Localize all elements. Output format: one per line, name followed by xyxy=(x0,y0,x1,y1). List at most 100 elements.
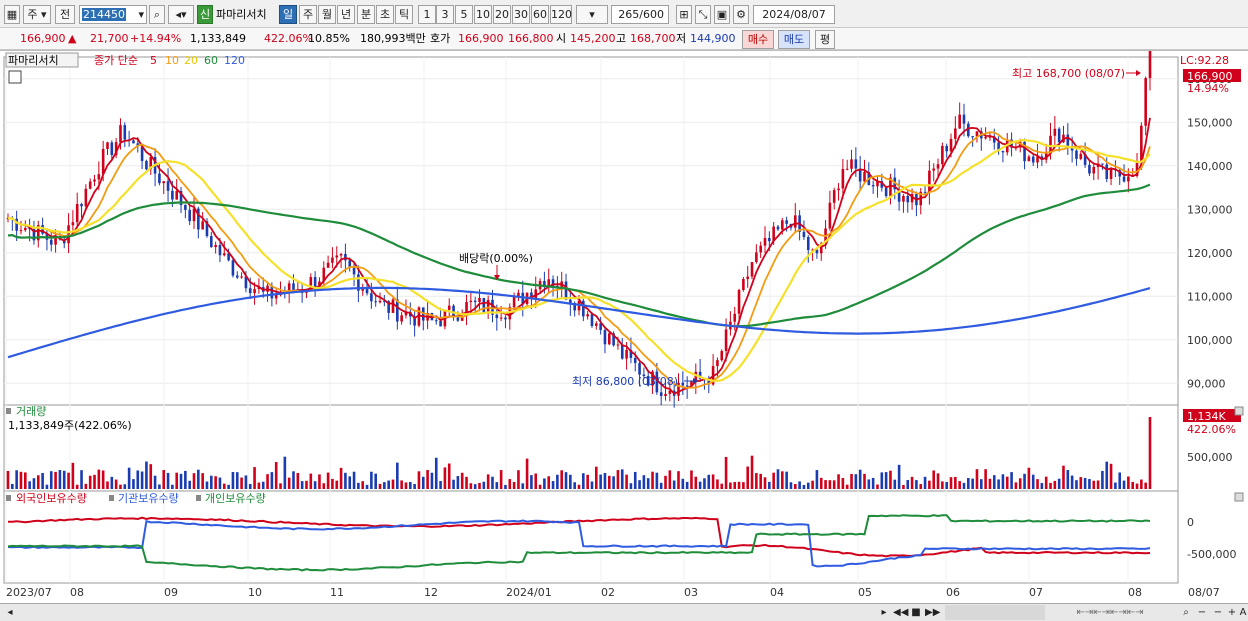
scroll-right-icon[interactable]: ▸ xyxy=(881,607,887,618)
candle-body xyxy=(400,315,403,322)
candle-body xyxy=(967,123,970,137)
candle-body xyxy=(162,181,166,184)
interval-3[interactable]: 3 xyxy=(436,5,454,24)
candle-body xyxy=(101,148,105,175)
volume-bar xyxy=(175,472,179,489)
period-dropdown[interactable]: 주 ▾ xyxy=(23,5,51,24)
chart-tool-icon[interactable]: ⊞ xyxy=(676,5,692,24)
volume-title[interactable]: 거래량 xyxy=(16,405,46,418)
interval-120[interactable]: 120 xyxy=(550,5,572,24)
candle-body xyxy=(1031,156,1035,163)
candle-body xyxy=(845,168,849,170)
interval-60[interactable]: 60 xyxy=(531,5,549,24)
tab-institution-holdings[interactable]: 기관보유수량 xyxy=(118,492,179,505)
volume-bar xyxy=(287,477,291,489)
count-field[interactable]: 265/600 xyxy=(611,5,669,24)
volume-close-icon[interactable] xyxy=(1234,406,1244,416)
chart-area[interactable]: 160,000150,000140,000130,000120,000110,0… xyxy=(0,50,1248,603)
volume-bar xyxy=(257,482,261,489)
candle-body xyxy=(962,114,966,124)
volume-bar xyxy=(984,469,987,489)
x-axis-tick: 07 xyxy=(1029,586,1043,599)
period-초[interactable]: 초 xyxy=(376,5,394,24)
volume-bar xyxy=(815,470,819,489)
volume-bar xyxy=(1053,480,1057,489)
volume-bar xyxy=(300,481,304,489)
code-input[interactable]: 214450 ▾ xyxy=(79,5,147,24)
draw-tool-icon[interactable]: ⤡ xyxy=(695,5,711,24)
candle-body xyxy=(231,260,235,276)
volume-bar xyxy=(932,470,936,489)
period-일[interactable]: 일 xyxy=(279,5,297,24)
volume-bar xyxy=(1079,477,1083,489)
candle-body xyxy=(184,205,187,210)
signal-button[interactable]: 신 xyxy=(197,5,213,24)
price-name-tab[interactable]: 파마리서치 xyxy=(8,54,59,67)
volume-bar xyxy=(504,484,507,489)
code-value: 214450 xyxy=(82,8,126,21)
tab-foreign-holdings[interactable]: 외국인보유수량 xyxy=(16,492,87,505)
stock-chart[interactable]: 160,000150,000140,000130,000120,000110,0… xyxy=(0,51,1248,604)
volume-bar xyxy=(832,480,836,489)
tab-individual-holdings[interactable]: 개인보유수량 xyxy=(205,492,266,505)
interval-1[interactable]: 1 xyxy=(418,5,436,24)
candle-body xyxy=(192,208,196,222)
drawing-tools[interactable]: ⇤⇥⇤⇥⇤⇥⇤⇥ xyxy=(1076,607,1144,618)
period-월[interactable]: 월 xyxy=(318,5,336,24)
scroll-thumb[interactable] xyxy=(945,605,1045,620)
volume-bar xyxy=(858,469,862,489)
volume-bar xyxy=(110,476,114,489)
volume-bar xyxy=(530,475,533,489)
volume-bar xyxy=(694,476,698,489)
volume-bar xyxy=(845,484,849,489)
volume-bar xyxy=(270,472,274,489)
volume-bar xyxy=(408,481,412,489)
calculator-icon[interactable] xyxy=(8,70,22,84)
candle-body xyxy=(871,185,875,187)
interval-5[interactable]: 5 xyxy=(455,5,473,24)
period-년[interactable]: 년 xyxy=(337,5,355,24)
holder-lines xyxy=(7,514,1151,572)
period-틱[interactable]: 틱 xyxy=(395,5,413,24)
scroll-left-icon[interactable]: ◂ xyxy=(7,607,13,618)
minus-icon[interactable]: − xyxy=(1213,607,1223,618)
font-size-icon[interactable]: A xyxy=(1239,607,1247,618)
sell-button[interactable]: 매도 xyxy=(778,30,810,49)
candle-body xyxy=(616,344,620,346)
holders-close-icon[interactable] xyxy=(1234,492,1244,502)
candle-body xyxy=(595,323,598,326)
volume-bar xyxy=(322,483,326,489)
zoom-out-icon[interactable]: − xyxy=(1197,607,1207,618)
candle-body xyxy=(828,202,832,229)
candle-body xyxy=(140,146,144,161)
period-분[interactable]: 분 xyxy=(357,5,375,24)
volume-bar xyxy=(599,474,602,489)
scroll-bar[interactable]: ◂ ▸ ◀◀ ■ ▶▶ ⇤⇥⇤⇥⇤⇥⇤⇥ ⌕ − − + A xyxy=(0,603,1248,621)
volume-bar xyxy=(547,476,551,489)
candle-body xyxy=(499,317,503,319)
speaker-icon[interactable]: ◂▾ xyxy=(168,5,194,24)
period-주[interactable]: 주 xyxy=(299,5,317,24)
gear-icon[interactable]: ⚙ xyxy=(733,5,749,24)
interval-dropdown[interactable]: ▾ xyxy=(576,5,608,24)
last-page-icon[interactable]: ▶▶ xyxy=(925,607,941,618)
buy-button[interactable]: 매수 xyxy=(742,30,774,49)
candle-body xyxy=(806,237,810,251)
save-icon[interactable]: ▣ xyxy=(714,5,730,24)
interval-20[interactable]: 20 xyxy=(493,5,511,24)
search-icon[interactable]: ⌕ xyxy=(149,5,165,24)
candle-body xyxy=(517,292,520,297)
layout-icon[interactable]: ▦ xyxy=(4,5,20,24)
stop-icon[interactable]: ■ xyxy=(911,607,921,618)
eval-button[interactable]: 평 xyxy=(815,30,835,49)
zoom-icon[interactable]: ⌕ xyxy=(1183,607,1189,618)
date-field[interactable]: 2024/08/07 xyxy=(753,5,835,24)
plus-icon[interactable]: + xyxy=(1227,607,1237,618)
first-page-icon[interactable]: ◀◀ xyxy=(893,607,909,618)
volume-bar xyxy=(24,472,27,489)
market-button[interactable]: 전 xyxy=(55,5,75,24)
interval-30[interactable]: 30 xyxy=(512,5,530,24)
candle-body xyxy=(434,320,438,322)
interval-10[interactable]: 10 xyxy=(474,5,492,24)
low-annotation: 최저 86,800 (03/08) xyxy=(572,375,678,388)
